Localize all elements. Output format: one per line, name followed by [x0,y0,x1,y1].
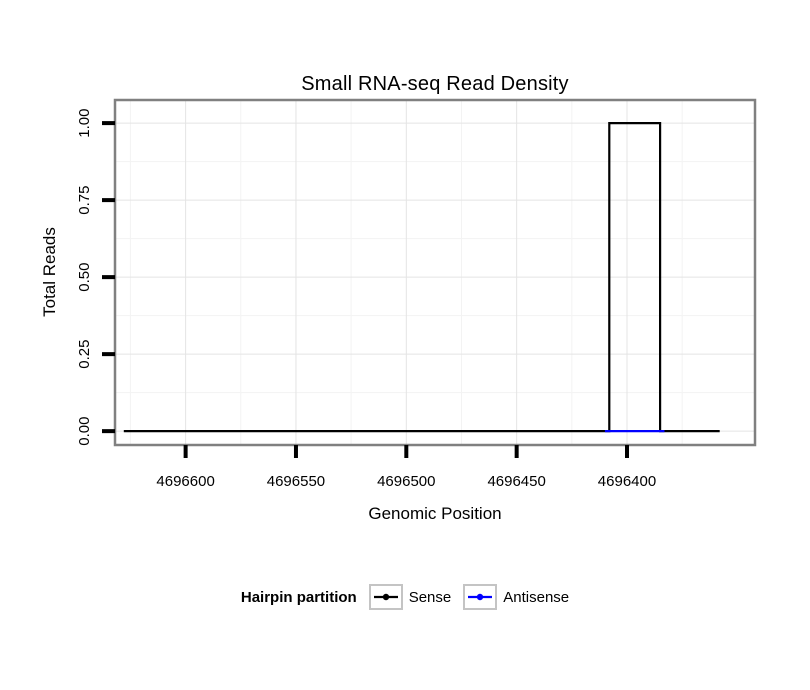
svg-text:4696550: 4696550 [267,473,325,490]
svg-text:4696600: 4696600 [156,473,214,490]
legend-entry-antisense: Antisense [463,584,569,610]
legend: Hairpin partition Sense Antisense [0,583,810,611]
svg-text:0.25: 0.25 [76,339,93,368]
svg-text:4696500: 4696500 [377,473,435,490]
legend-key-antisense-icon [463,584,498,610]
svg-text:1.00: 1.00 [76,108,93,137]
legend-label-antisense: Antisense [503,588,570,606]
legend-title: Hairpin partition [240,588,357,606]
svg-text:0.75: 0.75 [76,185,93,214]
x-axis-label: Genomic Position [368,504,501,523]
legend-entry-sense: Sense [368,584,452,610]
y-axis-label: Total Reads [40,227,59,317]
legend-key-sense-icon [368,584,403,610]
svg-text:4696450: 4696450 [487,473,545,490]
plot-area: 4696600 4696550 4696500 4696450 4696400 0.00 0… [40,98,757,523]
chart-title: Small RNA-seq Read Density [301,73,569,95]
svg-text:4696400: 4696400 [598,473,656,490]
legend-label-sense: Sense [408,588,452,606]
svg-text:0.50: 0.50 [76,262,93,291]
svg-text:0.00: 0.00 [76,416,93,445]
